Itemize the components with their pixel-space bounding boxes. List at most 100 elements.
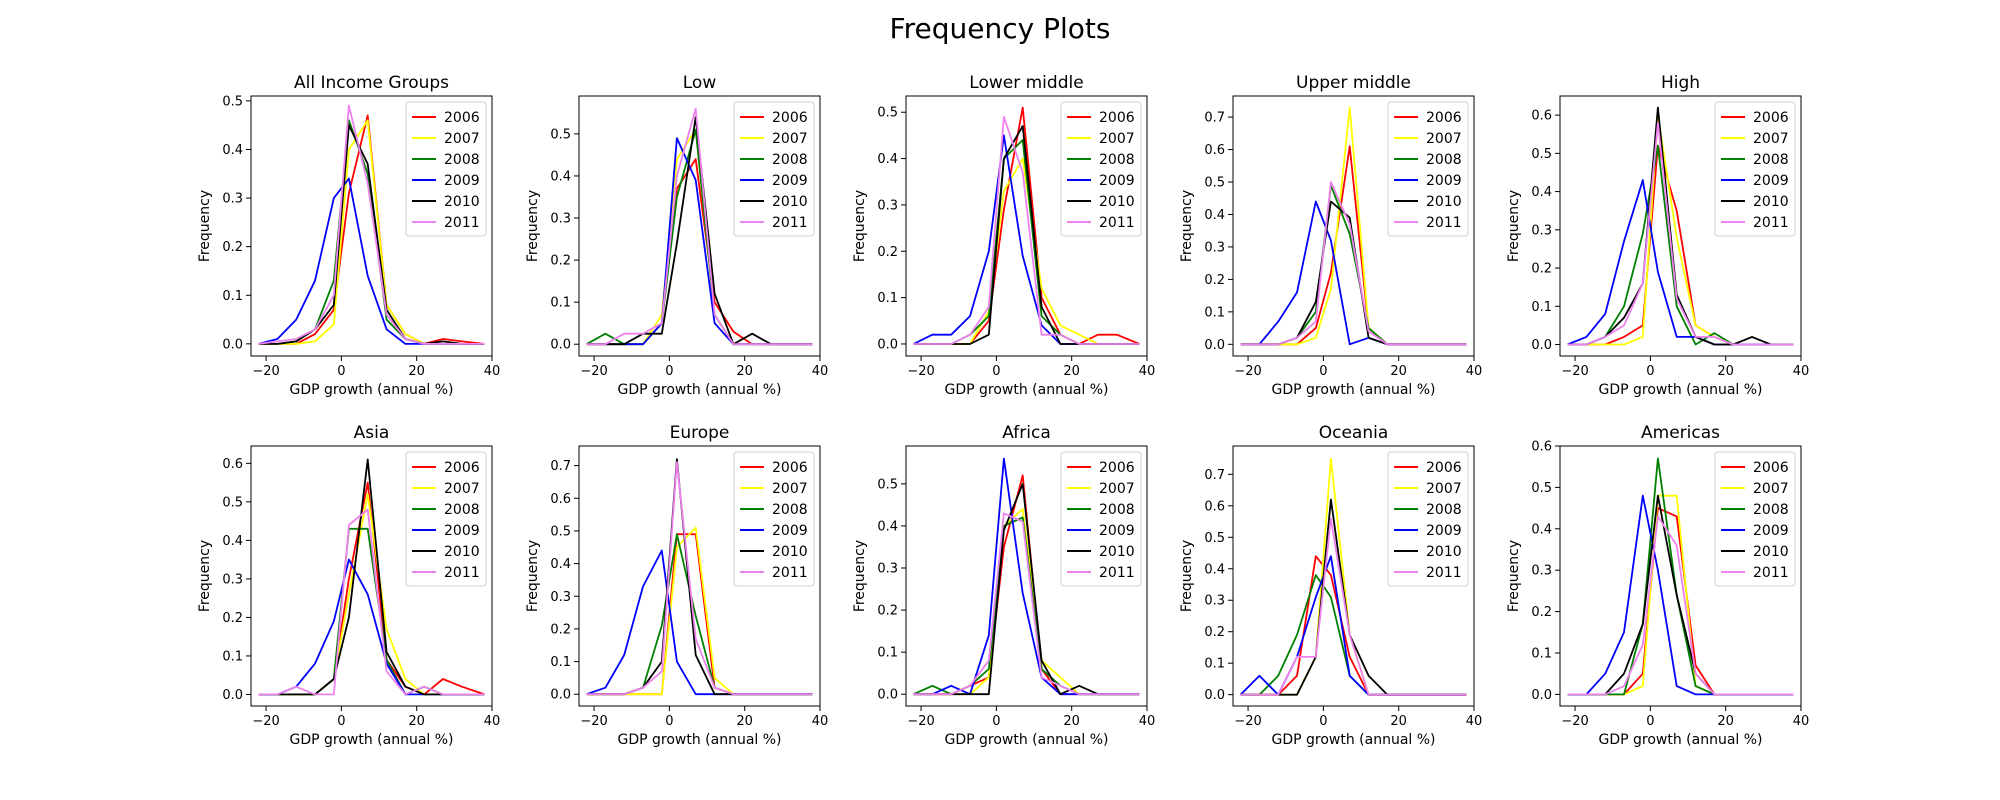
legend-label: 2010	[1753, 194, 1789, 210]
y-tick-label: 0.3	[1204, 240, 1225, 255]
y-tick-label: 0.5	[550, 524, 571, 539]
legend-label: 2011	[772, 215, 808, 231]
legend-label: 2007	[772, 481, 808, 497]
y-tick-label: 0.2	[1531, 605, 1552, 620]
x-axis-label: GDP growth (annual %)	[1271, 732, 1435, 748]
y-tick-label: 0.5	[1531, 481, 1552, 496]
subplot-high: −20 0 20 40 0.0 0.1 0.2 0.3 0.4 0.5 0.6 High GDP gro…	[1506, 73, 1809, 398]
y-tick-label: 0.6	[222, 457, 243, 472]
x-axis-label: GDP growth (annual %)	[944, 732, 1108, 748]
legend-label: 2008	[1099, 152, 1135, 168]
legend-label: 2006	[1753, 110, 1789, 126]
y-tick-label: 0.3	[222, 192, 243, 207]
legend-label: 2009	[1426, 523, 1462, 539]
legend-label: 2007	[772, 131, 808, 147]
x-tick-label: 40	[484, 364, 501, 379]
x-tick-label: −20	[1234, 364, 1261, 379]
x-tick-label: 20	[1390, 714, 1407, 729]
subplot-europe: −20 0 20 40 0.0 0.1 0.2 0.3 0.4 0.5 0.6 0.7 Europe GD…	[525, 423, 828, 748]
y-tick-label: 0.2	[1204, 273, 1225, 288]
y-tick-label: 0.3	[1531, 223, 1552, 238]
y-axis-label: Frequency	[525, 190, 541, 262]
series-line-2010	[258, 124, 485, 345]
y-tick-label: 0.4	[1531, 185, 1552, 200]
legend-label: 2006	[444, 460, 480, 476]
y-tick-label: 0.1	[1531, 647, 1552, 662]
y-axis-label: Frequency	[197, 190, 213, 262]
legend: 2006 2007 2008 2009 2010 2011	[405, 451, 487, 587]
y-tick-label: 0.1	[1531, 300, 1552, 315]
y-tick-label: 0.2	[1531, 262, 1552, 277]
axes-frame	[250, 95, 493, 357]
axes-frame	[250, 445, 493, 707]
y-tick-label: 0.3	[877, 562, 898, 577]
y-tick-label: 0.0	[550, 338, 571, 353]
legend-box	[1060, 101, 1142, 237]
legend-label: 2006	[772, 460, 808, 476]
legend-label: 2006	[1426, 110, 1462, 126]
subplot-upper-middle: −20 0 20 40 0.0 0.1 0.2 0.3 0.4 0.5 0.6 0.7 Upper mi…	[1179, 73, 1482, 398]
x-tick-label: 0	[665, 714, 673, 729]
legend-label: 2010	[1426, 194, 1462, 210]
y-tick-label: 0.0	[1531, 338, 1552, 353]
y-tick-label: 0.0	[1204, 688, 1225, 703]
y-tick-label: 0.3	[1531, 564, 1552, 579]
series-line-2011	[1240, 517, 1467, 696]
x-tick-label: 40	[1139, 714, 1156, 729]
subplot-asia: −20 0 20 40 0.0 0.1 0.2 0.3 0.4 0.5 0.6 Asia GDP gro…	[197, 423, 500, 748]
x-axis-label: GDP growth (annual %)	[289, 732, 453, 748]
x-tick-label: −20	[252, 714, 279, 729]
subplot-grid: −20 0 20 40 0.0 0.1 0.2 0.3 0.4 0.5 All Income Gro…	[197, 73, 1809, 748]
y-axis-label: Frequency	[525, 540, 541, 612]
y-tick-label: 0.5	[550, 127, 571, 142]
legend-label: 2008	[1753, 502, 1789, 518]
series-lines	[258, 458, 485, 696]
subplot-title: Africa	[1002, 423, 1051, 443]
x-tick-label: 40	[812, 364, 829, 379]
legend-label: 2008	[1426, 152, 1462, 168]
legend-box	[1387, 451, 1469, 587]
y-tick-label: 0.3	[1204, 594, 1225, 609]
legend: 2006 2007 2008 2009 2010 2011	[1387, 451, 1469, 587]
legend-label: 2007	[1426, 481, 1462, 497]
series-line-2011	[258, 104, 485, 345]
x-tick-label: 40	[1139, 364, 1156, 379]
x-tick-label: 0	[337, 714, 345, 729]
y-tick-label: 0.3	[550, 590, 571, 605]
x-tick-label: 40	[1793, 364, 1810, 379]
legend-label: 2010	[1426, 544, 1462, 560]
y-axis-label: Frequency	[1179, 190, 1195, 262]
legend-box	[1387, 101, 1469, 237]
x-axis-label: GDP growth (annual %)	[617, 382, 781, 398]
legend-label: 2008	[772, 152, 808, 168]
y-tick-label: 0.4	[222, 143, 243, 158]
legend-label: 2010	[444, 194, 480, 210]
y-tick-label: 0.6	[1204, 499, 1225, 514]
y-tick-label: 0.1	[1204, 305, 1225, 320]
legend-label: 2007	[1426, 131, 1462, 147]
y-tick-label: 0.2	[550, 622, 571, 637]
legend-label: 2010	[1753, 544, 1789, 560]
legend-label: 2008	[444, 502, 480, 518]
y-tick-label: 0.6	[1204, 143, 1225, 158]
legend-label: 2011	[444, 215, 480, 231]
y-tick-label: 0.4	[877, 519, 898, 534]
legend-box	[733, 101, 815, 237]
legend-label: 2007	[1753, 481, 1789, 497]
legend-label: 2009	[444, 523, 480, 539]
legend-box	[1714, 101, 1796, 237]
y-tick-label: 0.0	[222, 688, 243, 703]
y-tick-label: 0.7	[550, 459, 571, 474]
legend-label: 2006	[772, 110, 808, 126]
y-tick-label: 0.5	[877, 477, 898, 492]
legend-label: 2009	[1426, 173, 1462, 189]
legend-label: 2008	[1099, 502, 1135, 518]
x-tick-label: 0	[1646, 364, 1654, 379]
legend-label: 2010	[1099, 544, 1135, 560]
y-tick-label: 0.5	[877, 106, 898, 121]
legend-label: 2008	[444, 152, 480, 168]
x-tick-label: −20	[907, 714, 934, 729]
series-lines	[586, 107, 813, 346]
y-axis-label: Frequency	[1506, 540, 1522, 612]
subplot-all-income-groups: −20 0 20 40 0.0 0.1 0.2 0.3 0.4 0.5 All Income Gro…	[197, 73, 500, 398]
